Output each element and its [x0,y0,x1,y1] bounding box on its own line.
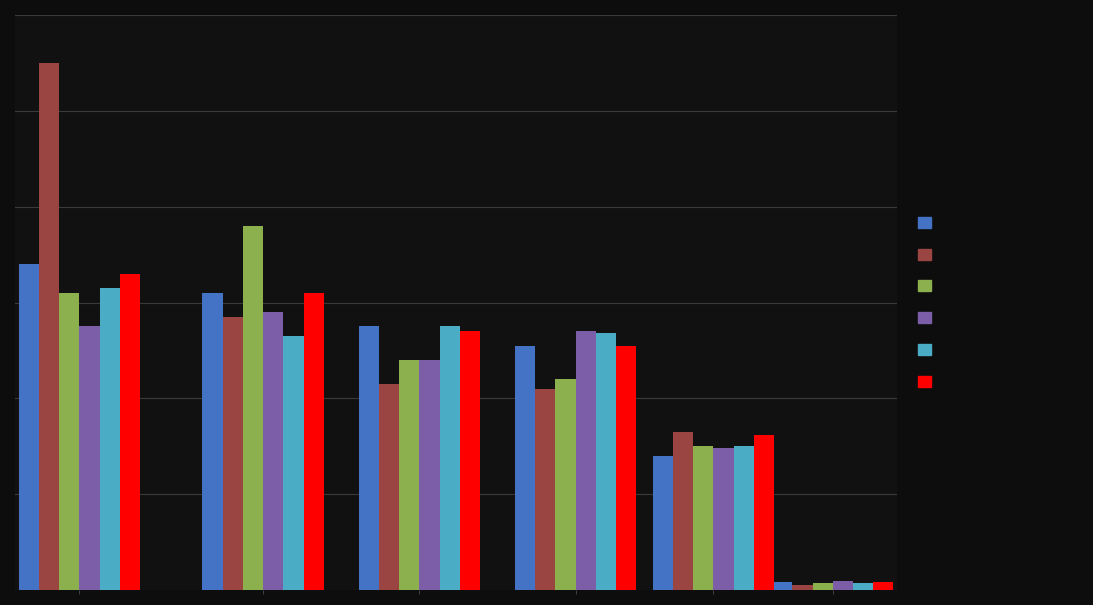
Bar [420,360,439,590]
Bar [460,332,480,590]
Bar [80,327,99,590]
Bar [853,583,873,590]
Bar [653,456,673,590]
Bar [693,446,714,590]
Bar [99,288,120,590]
Bar [283,336,304,590]
Bar [833,581,853,590]
Bar [439,327,460,590]
Legend: , , , , , : , , , , , [913,211,948,394]
Bar [754,435,774,590]
Bar [733,446,754,590]
Bar [772,583,792,590]
Bar [202,293,223,590]
Bar [304,293,324,590]
Bar [19,264,39,590]
Bar [576,332,596,590]
Bar [616,345,636,590]
Bar [39,63,59,590]
Bar [555,379,576,590]
Bar [59,293,80,590]
Bar [120,273,140,590]
Bar [873,582,893,590]
Bar [359,327,379,590]
Bar [714,448,733,590]
Bar [536,389,555,590]
Bar [379,384,399,590]
Bar [243,226,263,590]
Bar [812,583,833,590]
Bar [223,317,243,590]
Bar [263,312,283,590]
Bar [596,333,616,590]
Bar [399,360,420,590]
Bar [673,432,693,590]
Bar [792,585,812,590]
Bar [515,345,536,590]
